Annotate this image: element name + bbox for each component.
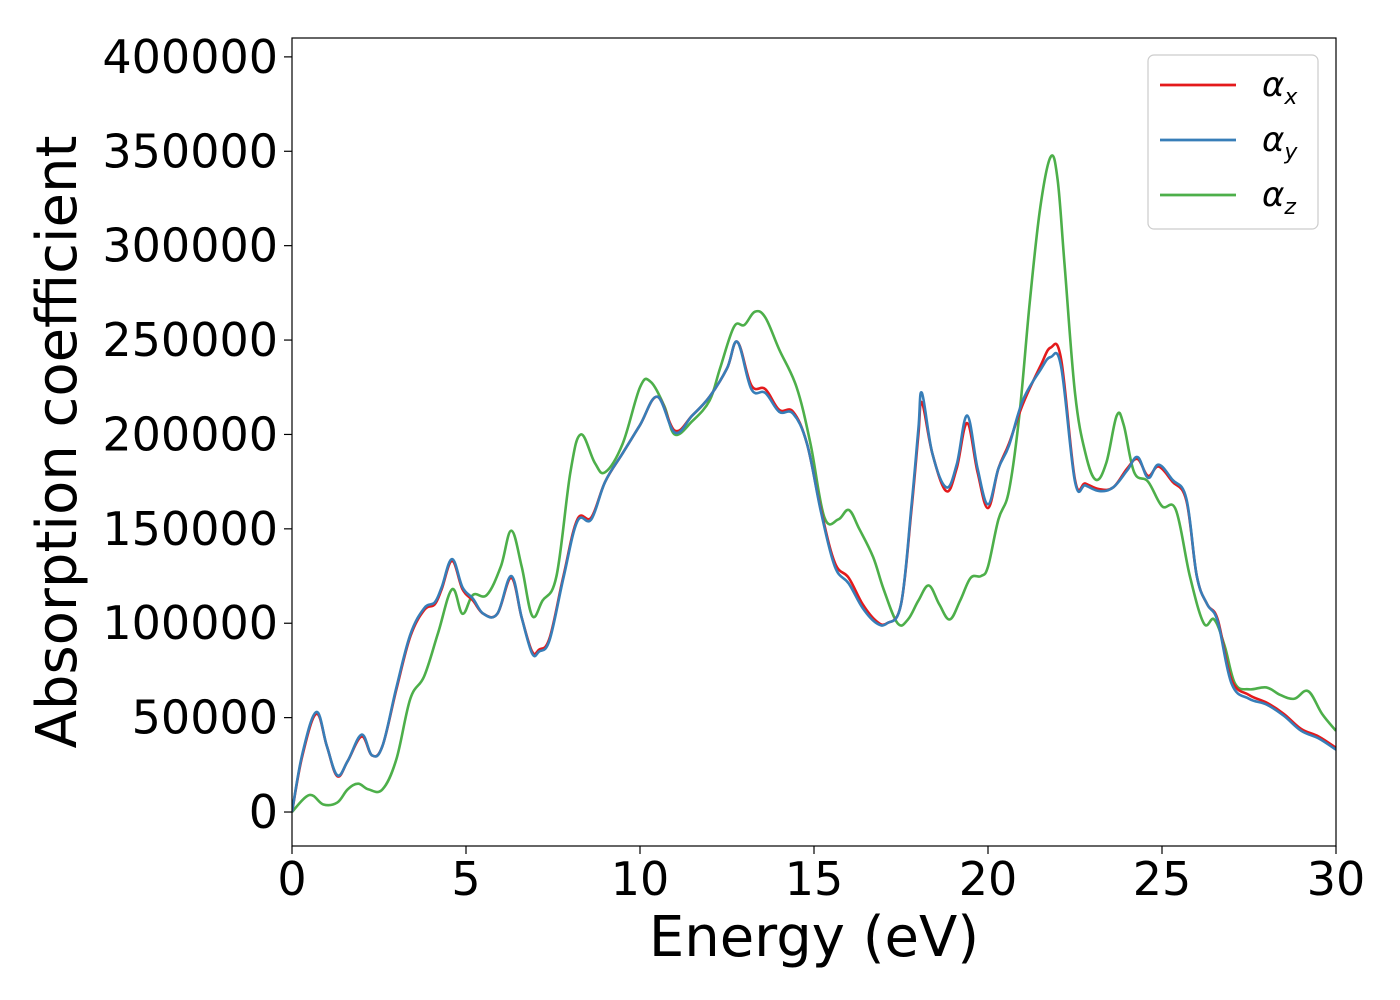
y-tick-label: 350000: [102, 124, 278, 178]
y-tick-label: 300000: [102, 219, 278, 273]
y-tick-label: 200000: [102, 407, 278, 461]
x-axis-label: Energy (eV): [649, 905, 979, 970]
y-axis-label: Absorption coefficient: [25, 136, 90, 749]
series-line-z: [292, 154, 1336, 813]
x-tick-label: 10: [611, 852, 670, 906]
y-tick-label: 250000: [102, 313, 278, 367]
x-tick-label: 15: [785, 852, 844, 906]
x-tick-label: 0: [277, 852, 306, 906]
y-tick-label: 100000: [102, 596, 278, 650]
y-tick-label: 0: [249, 785, 278, 839]
y-tick-label: 150000: [102, 502, 278, 556]
series-layer: [292, 154, 1336, 813]
y-tick-label: 50000: [132, 691, 278, 745]
legend: αx αy αz: [1147, 54, 1319, 230]
legend-label-z: αz: [1262, 175, 1296, 220]
y-axis: 0 50000 100000 150000 200000 250000 300000 3500…: [102, 30, 292, 839]
series-line-y: [292, 340, 1336, 813]
legend-label-y: αy: [1262, 120, 1298, 165]
legend-label-x: αx: [1262, 65, 1298, 110]
x-tick-label: 20: [959, 852, 1018, 906]
x-tick-label: 25: [1133, 852, 1192, 906]
x-axis: 0 5 10 15 20 25 30: [277, 846, 1365, 906]
y-tick-label: 400000: [102, 30, 278, 84]
legend-box: [1147, 54, 1319, 230]
x-tick-label: 30: [1307, 852, 1366, 906]
x-tick-label: 5: [451, 852, 480, 906]
